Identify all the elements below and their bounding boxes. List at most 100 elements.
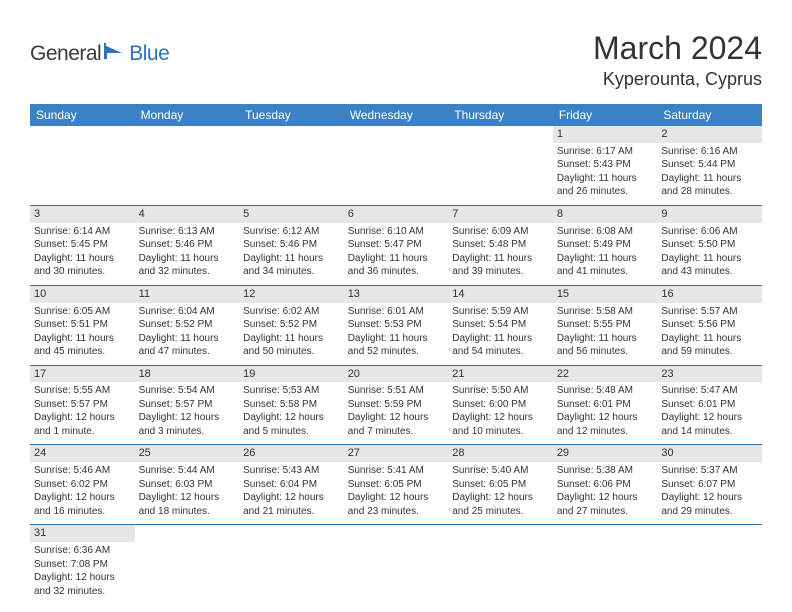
calendar-day-cell: 15 Sunrise: 5:58 AMSunset: 5:55 PMDayligh…: [553, 285, 658, 365]
sunset-line: Sunset: 5:46 PM: [243, 238, 340, 252]
calendar-day-cell: [135, 525, 240, 604]
calendar-day-cell: 12Sunrise: 6:02 AMSunset: 5:52 PMDayligh…: [239, 285, 344, 365]
sunset-line: Sunset: 5:59 PM: [348, 398, 445, 412]
flag-icon: [104, 43, 126, 64]
daylight-line: Daylight: 12 hours and 25 minutes.: [452, 491, 549, 518]
day-number: 26: [239, 445, 344, 462]
sunrise-line: Sunrise: 6:09 AM: [452, 225, 549, 239]
sunset-line: Sunset: 5:58 PM: [243, 398, 340, 412]
day-number: 10: [30, 286, 135, 303]
sunset-line: Sunset: 6:07 PM: [661, 478, 758, 492]
sunrise-line: Sunrise: 6:14 AM: [34, 225, 131, 239]
weekday-header-row: Sunday Monday Tuesday Wednesday Thursday…: [30, 104, 762, 126]
day-number: 22: [553, 366, 658, 383]
sunrise-line: Sunrise: 5:57 AM: [661, 305, 758, 319]
calendar-week-row: 31Sunrise: 6:36 AMSunset: 7:08 PMDayligh…: [30, 525, 762, 604]
day-number: 25: [135, 445, 240, 462]
sunset-line: Sunset: 5:47 PM: [348, 238, 445, 252]
logo-text-blue: Blue: [129, 42, 169, 66]
sunset-line: Sunset: 6:05 PM: [452, 478, 549, 492]
sunset-line: Sunset: 5:44 PM: [661, 158, 758, 172]
calendar-day-cell: 3Sunrise: 6:14 AMSunset: 5:45 PMDaylight…: [30, 205, 135, 285]
sunrise-line: Sunrise: 5:46 AM: [34, 464, 131, 478]
day-number: 8: [553, 206, 658, 223]
sunset-line: Sunset: 6:01 PM: [661, 398, 758, 412]
sunset-line: Sunset: 5:52 PM: [243, 318, 340, 332]
weekday-header: Saturday: [657, 104, 762, 126]
day-number: 2: [657, 126, 762, 143]
calendar-day-cell: 18Sunrise: 5:54 AMSunset: 5:57 PMDayligh…: [135, 365, 240, 445]
day-number: 12: [239, 286, 344, 303]
sunset-line: Sunset: 6:03 PM: [139, 478, 236, 492]
header: General Blue March 2024 Kyperounta, Cypr…: [30, 30, 762, 90]
sunrise-line: Sunrise: 5:59 AM: [452, 305, 549, 319]
day-number: 27: [344, 445, 449, 462]
daylight-line: Daylight: 12 hours and 18 minutes.: [139, 491, 236, 518]
calendar-day-cell: [344, 126, 449, 205]
daylight-line: Daylight: 11 hours and 56 minutes.: [557, 332, 654, 359]
daylight-line: Daylight: 12 hours and 1 minute.: [34, 411, 131, 438]
daylight-line: Daylight: 11 hours and 54 minutes.: [452, 332, 549, 359]
sunset-line: Sunset: 5:57 PM: [34, 398, 131, 412]
sunrise-line: Sunrise: 5:58 AM: [557, 305, 654, 319]
calendar-day-cell: 28Sunrise: 5:40 AMSunset: 6:05 PMDayligh…: [448, 445, 553, 525]
sunset-line: Sunset: 6:00 PM: [452, 398, 549, 412]
calendar-day-cell: 26Sunrise: 5:43 AMSunset: 6:04 PMDayligh…: [239, 445, 344, 525]
sunrise-line: Sunrise: 5:44 AM: [139, 464, 236, 478]
daylight-line: Daylight: 12 hours and 14 minutes.: [661, 411, 758, 438]
title-block: March 2024 Kyperounta, Cyprus: [593, 30, 762, 90]
day-number: 13: [344, 286, 449, 303]
sunset-line: Sunset: 5:55 PM: [557, 318, 654, 332]
weekday-header: Tuesday: [239, 104, 344, 126]
sunset-line: Sunset: 5:43 PM: [557, 158, 654, 172]
daylight-line: Daylight: 11 hours and 47 minutes.: [139, 332, 236, 359]
daylight-line: Daylight: 11 hours and 34 minutes.: [243, 252, 340, 279]
calendar-week-row: 10Sunrise: 6:05 AMSunset: 5:51 PMDayligh…: [30, 285, 762, 365]
sunset-line: Sunset: 5:48 PM: [452, 238, 549, 252]
daylight-line: Daylight: 11 hours and 45 minutes.: [34, 332, 131, 359]
sunrise-line: Sunrise: 5:53 AM: [243, 384, 340, 398]
daylight-line: Daylight: 12 hours and 12 minutes.: [557, 411, 654, 438]
sunset-line: Sunset: 5:49 PM: [557, 238, 654, 252]
sunset-line: Sunset: 6:01 PM: [557, 398, 654, 412]
sunrise-line: Sunrise: 5:40 AM: [452, 464, 549, 478]
calendar-day-cell: 27Sunrise: 5:41 AMSunset: 6:05 PMDayligh…: [344, 445, 449, 525]
sunrise-line: Sunrise: 6:10 AM: [348, 225, 445, 239]
calendar-day-cell: 17Sunrise: 5:55 AMSunset: 5:57 PMDayligh…: [30, 365, 135, 445]
day-number: 3: [30, 206, 135, 223]
day-number: 5: [239, 206, 344, 223]
sunset-line: Sunset: 5:50 PM: [661, 238, 758, 252]
sunset-line: Sunset: 5:46 PM: [139, 238, 236, 252]
calendar-week-row: 24Sunrise: 5:46 AMSunset: 6:02 PMDayligh…: [30, 445, 762, 525]
logo: General Blue: [30, 30, 169, 66]
calendar-day-cell: 4Sunrise: 6:13 AMSunset: 5:46 PMDaylight…: [135, 205, 240, 285]
daylight-line: Daylight: 12 hours and 29 minutes.: [661, 491, 758, 518]
calendar-day-cell: 7Sunrise: 6:09 AMSunset: 5:48 PMDaylight…: [448, 205, 553, 285]
daylight-line: Daylight: 11 hours and 59 minutes.: [661, 332, 758, 359]
weekday-header: Sunday: [30, 104, 135, 126]
day-number: 19: [239, 366, 344, 383]
day-number: 15: [553, 286, 658, 303]
day-number: 1: [553, 126, 658, 143]
day-number: 6: [344, 206, 449, 223]
daylight-line: Daylight: 11 hours and 43 minutes.: [661, 252, 758, 279]
sunrise-line: Sunrise: 6:12 AM: [243, 225, 340, 239]
calendar-day-cell: 9Sunrise: 6:06 AMSunset: 5:50 PMDaylight…: [657, 205, 762, 285]
daylight-line: Daylight: 11 hours and 30 minutes.: [34, 252, 131, 279]
sunrise-line: Sunrise: 6:17 AM: [557, 145, 654, 159]
calendar-day-cell: [239, 525, 344, 604]
day-number: 31: [30, 525, 135, 542]
sunrise-line: Sunrise: 6:01 AM: [348, 305, 445, 319]
calendar-day-cell: 5 Sunrise: 6:12 AMSunset: 5:46 PMDaylight…: [239, 205, 344, 285]
calendar-day-cell: 25 Sunrise: 5:44 AMSunset: 6:03 PMDayligh…: [135, 445, 240, 525]
sunset-line: Sunset: 6:04 PM: [243, 478, 340, 492]
page-title: March 2024: [593, 30, 762, 67]
daylight-line: Daylight: 11 hours and 52 minutes.: [348, 332, 445, 359]
calendar-day-cell: 14Sunrise: 5:59 AMSunset: 5:54 PMDayligh…: [448, 285, 553, 365]
day-number: 17: [30, 366, 135, 383]
day-number: 16: [657, 286, 762, 303]
daylight-line: Daylight: 11 hours and 39 minutes.: [452, 252, 549, 279]
daylight-line: Daylight: 11 hours and 26 minutes.: [557, 172, 654, 199]
daylight-line: Daylight: 12 hours and 7 minutes.: [348, 411, 445, 438]
sunrise-line: Sunrise: 5:50 AM: [452, 384, 549, 398]
